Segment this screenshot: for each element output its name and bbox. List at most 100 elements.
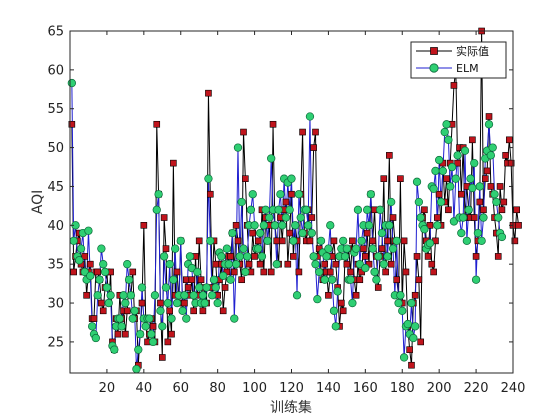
data-point-actual xyxy=(278,237,286,245)
data-point-actual xyxy=(369,237,377,245)
data-point-elm xyxy=(137,283,147,292)
data-point-elm xyxy=(453,151,462,160)
data-point-elm xyxy=(313,295,322,304)
data-point-elm xyxy=(161,283,171,292)
data-point-actual xyxy=(190,307,197,315)
data-point-elm xyxy=(433,221,442,230)
data-point-elm xyxy=(257,252,267,261)
data-point-elm xyxy=(119,291,128,300)
data-point-actual xyxy=(321,260,329,268)
data-point-actual xyxy=(158,354,166,361)
data-point-actual xyxy=(295,268,303,276)
data-point-elm xyxy=(128,314,137,323)
x-tick-label: 160 xyxy=(353,381,378,396)
data-point-elm xyxy=(451,174,460,183)
data-point-elm xyxy=(241,267,250,277)
data-point-elm xyxy=(429,184,438,193)
data-point-actual xyxy=(360,245,367,252)
data-point-actual xyxy=(435,190,443,198)
data-point-actual xyxy=(267,268,275,276)
data-point-elm xyxy=(93,291,102,300)
data-point-elm xyxy=(366,190,376,199)
x-axis-label: 训练集 xyxy=(270,399,312,416)
data-point-elm xyxy=(462,236,472,246)
data-point-elm xyxy=(387,197,396,207)
data-point-elm xyxy=(172,298,182,308)
data-point-elm xyxy=(230,314,239,323)
series-layer xyxy=(67,27,522,374)
data-point-actual xyxy=(415,276,423,284)
data-point-actual xyxy=(81,253,89,260)
data-point-actual xyxy=(98,299,105,307)
data-point-actual xyxy=(290,253,297,260)
data-point-elm xyxy=(471,275,481,284)
data-point-actual xyxy=(393,276,401,284)
data-point-actual xyxy=(232,222,240,229)
data-point-elm xyxy=(99,260,108,269)
data-point-elm xyxy=(185,252,195,261)
data-point-actual xyxy=(389,214,397,221)
data-point-actual xyxy=(445,206,452,214)
y-axis: 25 30 35 40 45 50 55 60 65 xyxy=(47,25,513,350)
data-point-elm xyxy=(479,213,488,222)
data-point-actual xyxy=(308,214,316,221)
data-point-elm xyxy=(147,329,156,339)
data-point-actual xyxy=(450,82,458,89)
x-tick-label: 180 xyxy=(390,381,415,396)
data-point-elm xyxy=(202,283,211,292)
data-point-actual xyxy=(485,113,493,120)
x-tick-label: 140 xyxy=(316,381,341,396)
data-point-actual xyxy=(260,268,268,276)
data-point-elm xyxy=(167,314,176,323)
data-point-actual xyxy=(339,307,347,315)
data-point-elm xyxy=(379,260,388,269)
data-point-actual xyxy=(408,361,415,369)
data-point-actual xyxy=(221,284,229,291)
data-point-actual xyxy=(400,237,408,245)
data-point-actual xyxy=(411,291,419,299)
data-point-actual xyxy=(68,120,76,128)
data-point-elm xyxy=(69,236,78,246)
data-point-elm xyxy=(285,205,294,214)
data-point-actual xyxy=(251,253,258,260)
data-point-elm xyxy=(385,221,394,230)
data-point-elm xyxy=(425,239,435,248)
data-point-actual xyxy=(114,330,122,338)
x-tick-label: 60 xyxy=(172,381,189,396)
data-point-actual xyxy=(515,222,522,229)
y-tick-label: 45 xyxy=(47,180,64,195)
x-tick-label: 220 xyxy=(464,381,489,396)
data-point-elm xyxy=(75,256,84,265)
data-point-elm xyxy=(396,291,405,300)
data-point-elm xyxy=(110,345,119,354)
data-point-elm xyxy=(263,236,272,246)
data-point-actual xyxy=(240,128,247,136)
data-point-actual xyxy=(181,299,188,307)
data-point-elm xyxy=(246,205,256,214)
data-point-elm xyxy=(324,244,333,253)
y-axis-label: AQI xyxy=(30,190,46,214)
data-point-elm xyxy=(484,120,494,129)
data-point-actual xyxy=(480,206,487,214)
data-point-actual xyxy=(458,190,465,198)
data-point-elm xyxy=(182,314,191,323)
data-point-elm xyxy=(298,228,307,238)
data-point-elm xyxy=(267,154,276,163)
data-point-elm xyxy=(460,146,470,155)
data-point-elm xyxy=(169,275,178,284)
data-point-actual xyxy=(230,268,238,276)
data-point-elm xyxy=(466,174,475,183)
data-point-actual xyxy=(496,183,504,190)
y-tick-label: 65 xyxy=(47,25,64,40)
data-point-elm xyxy=(364,221,374,230)
data-point-elm xyxy=(486,151,496,160)
data-point-elm xyxy=(86,271,95,280)
data-point-elm xyxy=(329,306,339,315)
data-point-elm xyxy=(375,205,385,214)
data-point-actual xyxy=(160,214,168,221)
data-point-actual xyxy=(284,260,292,268)
data-point-elm xyxy=(265,213,274,222)
data-point-elm xyxy=(156,306,165,315)
data-point-elm xyxy=(403,319,412,329)
